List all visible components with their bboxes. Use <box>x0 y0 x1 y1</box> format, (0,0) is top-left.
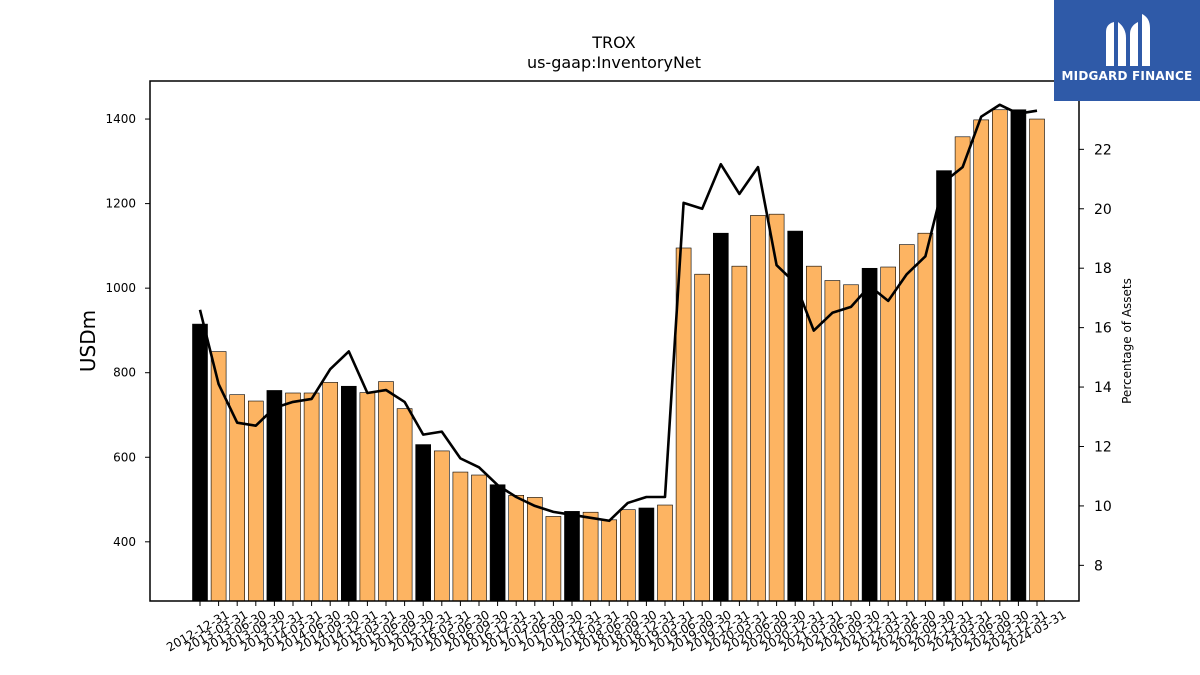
bar-2016-03-31 <box>433 450 450 602</box>
y-tick-label: 800 <box>113 366 136 380</box>
y2-tick-label: 18 <box>1094 261 1112 277</box>
bar-2015-06-30 <box>378 381 394 602</box>
bar-2014-12-31 <box>340 385 357 602</box>
bar-group <box>192 109 1045 602</box>
bar-2021-09-30 <box>843 284 859 602</box>
bar-2018-06-30 <box>601 519 618 602</box>
midgard-logo-icon <box>1106 14 1150 66</box>
bar-2014-06-30 <box>303 392 320 602</box>
y2-tick-label: 14 <box>1094 380 1112 396</box>
bar-2015-12-31 <box>415 444 432 602</box>
y-axis-right: 8 10 12 14 16 18 20 22 <box>1079 142 1112 574</box>
y2-tick-label: 12 <box>1094 439 1112 455</box>
bar-2021-06-30 <box>824 280 841 602</box>
bar-2017-09-30 <box>545 516 562 602</box>
bar-2014-03-31 <box>285 392 301 602</box>
y2-tick-label: 22 <box>1094 142 1112 158</box>
bar-2018-03-31 <box>582 511 599 602</box>
y2-axis-label: Percentage of Assets <box>1120 278 1134 404</box>
bar-2021-12-31 <box>861 267 878 602</box>
y-tick-label: 1000 <box>105 281 136 295</box>
plot-frame <box>149 80 1080 602</box>
bar-2013-06-30 <box>229 394 245 602</box>
bar-2024-03-31 <box>1029 118 1045 602</box>
chart-subtitle: us-gaap:InventoryNet <box>527 53 701 72</box>
bar-2022-03-31 <box>880 266 897 602</box>
y2-tick-label: 8 <box>1094 558 1103 574</box>
y-axis-label: USDm <box>76 310 100 372</box>
bar-2019-03-31 <box>657 504 673 602</box>
bar-2013-03-31 <box>210 351 227 602</box>
pct-line-group <box>198 103 1038 523</box>
bar-2018-12-31 <box>638 507 655 602</box>
y-tick-label: 1400 <box>105 112 136 126</box>
bar-2022-12-31 <box>936 170 952 602</box>
bar-2017-03-31 <box>508 495 525 602</box>
bar-2022-06-30 <box>898 244 915 602</box>
bar-2020-06-30 <box>750 215 766 602</box>
y-tick-label: 1200 <box>105 197 136 211</box>
bar-2013-09-30 <box>248 400 264 602</box>
bar-2016-12-31 <box>489 484 506 602</box>
y-tick-label: 600 <box>113 450 136 464</box>
y-tick-label: 400 <box>113 535 136 549</box>
bar-2015-09-30 <box>396 408 413 602</box>
chart-title: TROX <box>591 33 635 52</box>
y-axis-left: 400 600 800 1000 1200 1400 <box>105 112 150 549</box>
bar-2023-03-31 <box>954 136 971 602</box>
bar-2013-12-31 <box>266 390 283 602</box>
x-axis: 2012-12-312013-03-312013-06-302013-09-30… <box>164 601 1069 654</box>
y2-tick-label: 16 <box>1094 321 1112 337</box>
bar-2019-09-30 <box>694 273 711 602</box>
bar-2012-12-31 <box>192 323 208 602</box>
bar-2018-09-30 <box>619 509 636 602</box>
y2-tick-label: 20 <box>1094 202 1112 218</box>
bar-2020-03-31 <box>731 265 748 602</box>
midgard-finance-logo: MIDGARD FINANCE <box>1054 0 1200 101</box>
bar-2022-09-30 <box>917 232 934 602</box>
logo-text: MIDGARD FINANCE <box>1061 69 1193 83</box>
bar-2017-12-31 <box>564 511 580 602</box>
bar-2019-12-31 <box>712 232 729 602</box>
y2-tick-label: 10 <box>1094 499 1112 515</box>
bar-2023-09-30 <box>991 109 1008 602</box>
bar-2015-03-31 <box>359 392 376 602</box>
bar-2017-06-30 <box>526 497 543 602</box>
bar-2023-06-30 <box>973 119 990 602</box>
bar-2023-12-31 <box>1010 109 1027 602</box>
bar-2020-09-30 <box>768 213 785 602</box>
bar-2016-09-30 <box>471 474 487 602</box>
pct-assets-line <box>198 103 1038 523</box>
bar-2016-06-30 <box>452 471 469 602</box>
bar-2014-09-30 <box>322 382 339 602</box>
